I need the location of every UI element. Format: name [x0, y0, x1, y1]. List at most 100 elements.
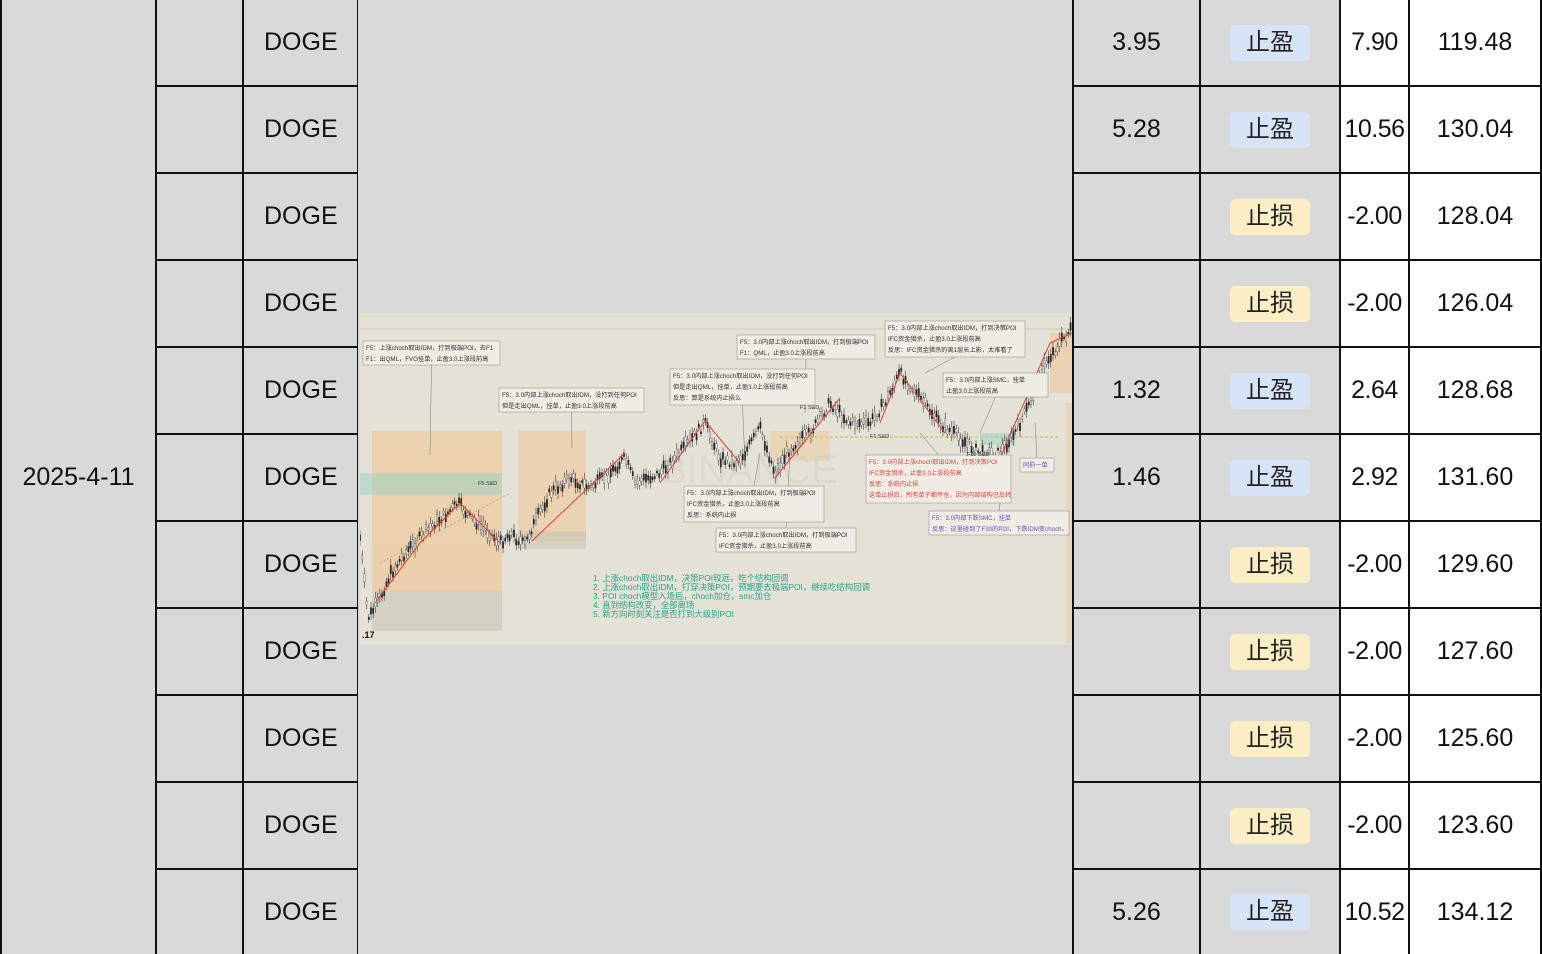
result-cell[interactable]: 止损	[1201, 261, 1341, 348]
result-cell[interactable]: 止损	[1201, 174, 1341, 261]
pnl-cell[interactable]	[1074, 174, 1201, 261]
candle-body	[627, 460, 630, 465]
blank-cell[interactable]	[157, 348, 244, 435]
pnl-cell[interactable]: 3.95	[1074, 0, 1201, 87]
r-multiple-cell[interactable]: 2.92	[1341, 435, 1410, 522]
blank-cell[interactable]	[157, 435, 244, 522]
symbol-cell[interactable]: DOGE	[244, 609, 359, 696]
running-total-cell[interactable]: 128.04	[1410, 174, 1542, 261]
symbol-cell[interactable]: DOGE	[244, 174, 359, 261]
result-cell[interactable]: 止盈	[1201, 435, 1341, 522]
symbol-cell[interactable]: DOGE	[244, 783, 359, 870]
symbol-cell[interactable]: DOGE	[244, 0, 359, 87]
pnl-cell[interactable]	[1074, 522, 1201, 609]
annotation-pointer	[571, 411, 573, 449]
blank-cell[interactable]	[157, 783, 244, 870]
blank-cell[interactable]	[157, 0, 244, 87]
r-multiple-cell[interactable]: -2.00	[1341, 174, 1410, 261]
symbol-text: DOGE	[264, 724, 338, 752]
result-cell[interactable]: 止盈	[1201, 870, 1341, 954]
candle-body	[471, 516, 474, 519]
result-cell[interactable]: 止盈	[1201, 348, 1341, 435]
running-total-cell[interactable]: 126.04	[1410, 261, 1542, 348]
candle-body	[436, 514, 438, 522]
result-cell[interactable]: 止损	[1201, 696, 1341, 783]
running-total-cell[interactable]: 127.60	[1410, 609, 1542, 696]
symbol-cell[interactable]: DOGE	[244, 348, 359, 435]
candle-body	[713, 442, 716, 450]
pnl-cell[interactable]	[1074, 783, 1201, 870]
candle-body	[543, 502, 546, 512]
symbol-cell[interactable]: DOGE	[244, 696, 359, 783]
result-cell[interactable]: 止盈	[1201, 87, 1341, 174]
running-total-cell[interactable]: 129.60	[1410, 522, 1542, 609]
candle-body	[552, 485, 555, 491]
r-multiple-cell[interactable]: 7.90	[1341, 0, 1410, 87]
candle-body	[651, 476, 654, 480]
blank-cell[interactable]	[157, 261, 244, 348]
blank-cell[interactable]	[157, 609, 244, 696]
r-multiple-cell[interactable]: -2.00	[1341, 261, 1410, 348]
symbol-text: DOGE	[264, 376, 338, 404]
r-multiple-cell[interactable]: 10.52	[1341, 870, 1410, 954]
candle-body	[680, 444, 683, 451]
result-cell[interactable]: 止盈	[1201, 0, 1341, 87]
running-total-cell[interactable]: 134.12	[1410, 870, 1542, 954]
candle-body	[400, 553, 403, 561]
pnl-cell[interactable]	[1074, 261, 1201, 348]
r-multiple-text: -2.00	[1347, 811, 1402, 839]
result-cell[interactable]: 止损	[1201, 609, 1341, 696]
candle-body	[851, 417, 854, 422]
running-total-cell[interactable]: 125.60	[1410, 696, 1542, 783]
symbol-cell[interactable]: DOGE	[244, 870, 359, 954]
candle-body	[460, 498, 463, 506]
pnl-cell[interactable]: 1.46	[1074, 435, 1201, 522]
r-multiple-cell[interactable]: -2.00	[1341, 783, 1410, 870]
candle-body	[486, 529, 489, 538]
result-cell[interactable]: 止损	[1201, 522, 1341, 609]
symbol-cell[interactable]: DOGE	[244, 435, 359, 522]
result-cell[interactable]: 止损	[1201, 783, 1341, 870]
blank-cell[interactable]	[157, 870, 244, 954]
blank-cell[interactable]	[157, 522, 244, 609]
pnl-cell[interactable]: 5.28	[1074, 87, 1201, 174]
running-total-cell[interactable]: 128.68	[1410, 348, 1542, 435]
running-total-cell[interactable]: 123.60	[1410, 783, 1542, 870]
annotation-pointer	[429, 364, 432, 456]
candle-body	[873, 411, 876, 421]
candle-body	[645, 474, 647, 483]
running-total-cell[interactable]: 130.04	[1410, 87, 1542, 174]
blank-cell[interactable]	[157, 174, 244, 261]
r-multiple-cell[interactable]: 2.64	[1341, 348, 1410, 435]
candle-body	[955, 428, 958, 433]
supply-demand-zone	[518, 531, 586, 549]
candle-body	[686, 439, 689, 444]
date-cell[interactable]: 2025-4-11	[0, 0, 157, 954]
symbol-cell[interactable]: DOGE	[244, 261, 359, 348]
blank-cell[interactable]	[157, 696, 244, 783]
r-multiple-cell[interactable]: -2.00	[1341, 696, 1410, 783]
annotation-text: F5：3.0内部上涨choch取出IDM，打到决策POI	[869, 458, 998, 466]
candle-body	[763, 441, 766, 451]
candle-body	[387, 578, 390, 584]
r-multiple-cell[interactable]: 10.56	[1341, 87, 1410, 174]
candle-body	[607, 474, 610, 484]
running-total-cell[interactable]: 119.48	[1410, 0, 1542, 87]
running-total-text: 128.04	[1436, 202, 1514, 230]
candle-body	[1019, 423, 1021, 432]
symbol-cell[interactable]: DOGE	[244, 522, 359, 609]
pnl-cell[interactable]	[1074, 609, 1201, 696]
pnl-cell[interactable]	[1074, 696, 1201, 783]
r-multiple-cell[interactable]: -2.00	[1341, 522, 1410, 609]
r-multiple-cell[interactable]: -2.00	[1341, 609, 1410, 696]
running-total-text: 123.60	[1436, 811, 1514, 839]
running-total-cell[interactable]: 131.60	[1410, 435, 1542, 522]
running-total-text: 131.60	[1436, 463, 1514, 491]
blank-cell[interactable]	[157, 87, 244, 174]
annotation-box	[683, 485, 825, 523]
candle-body	[541, 505, 544, 510]
symbol-cell[interactable]: DOGE	[244, 87, 359, 174]
pnl-cell[interactable]: 5.26	[1074, 870, 1201, 954]
pnl-cell[interactable]: 1.32	[1074, 348, 1201, 435]
